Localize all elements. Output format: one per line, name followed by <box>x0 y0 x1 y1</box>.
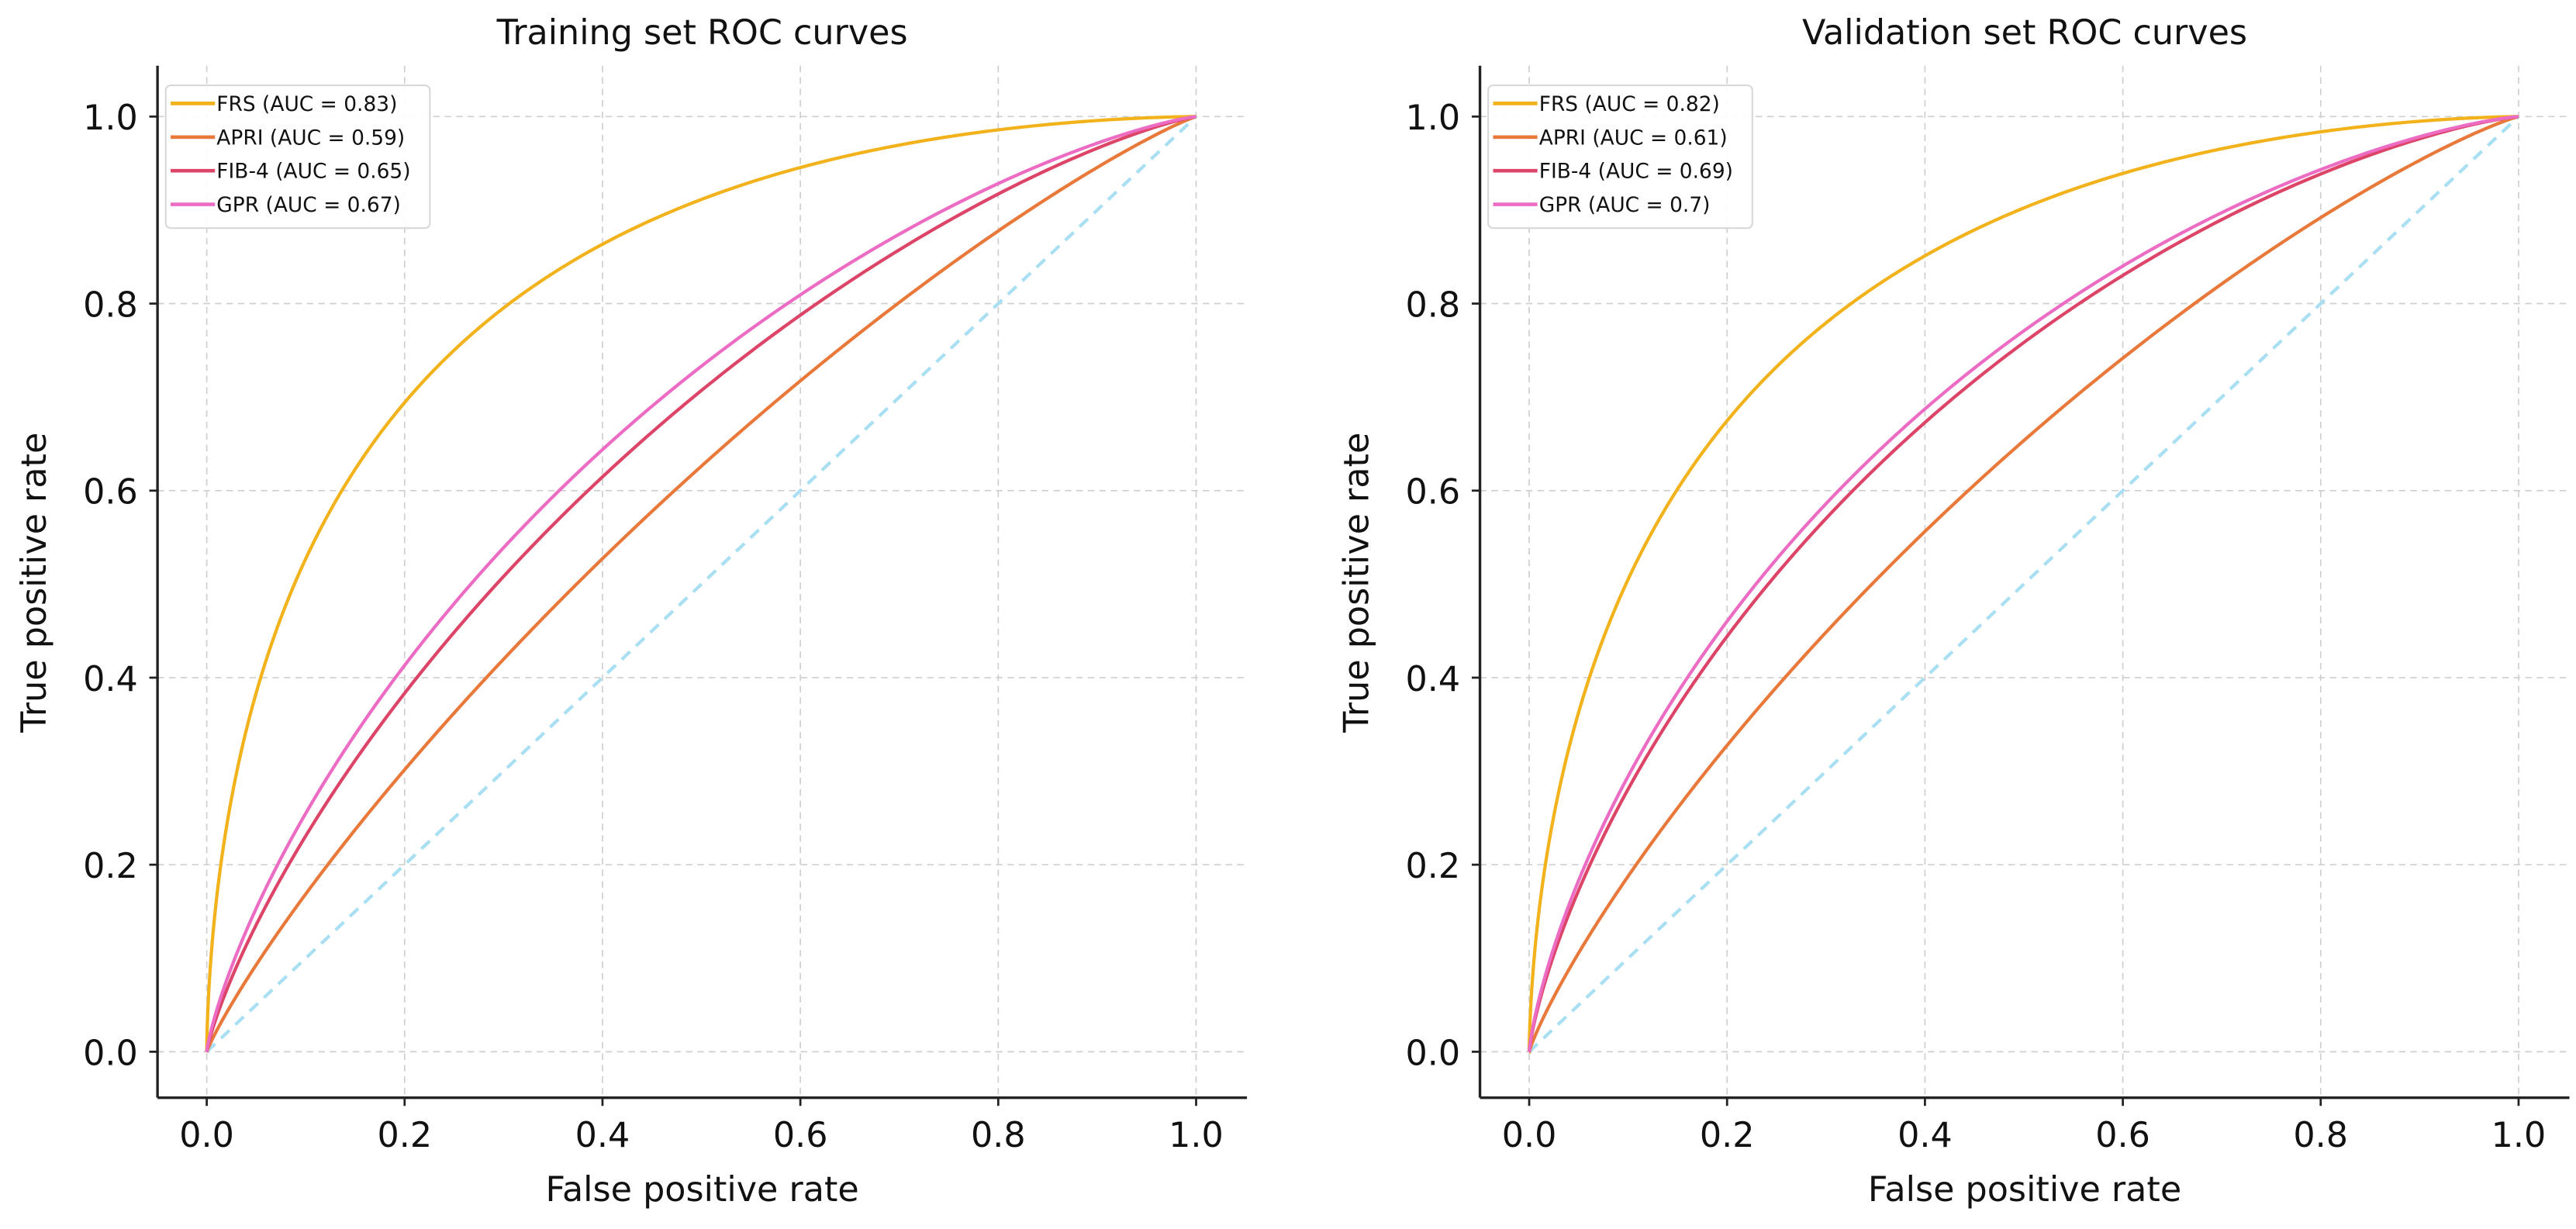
chance-diagonal-line <box>1528 115 2520 1053</box>
x-axis-label: False positive rate <box>545 1170 858 1210</box>
legend-entry: FRS (AUC = 0.83) <box>216 92 397 116</box>
legend: FRS (AUC = 0.83) APRI (AUC = 0.59) FIB-4 (… <box>164 85 431 230</box>
y-axis-label: True positive rate <box>1338 433 1377 734</box>
y-tick-label: 0.2 <box>1406 847 1461 886</box>
y-tick-label: 0.6 <box>1406 473 1461 513</box>
legend-entry: GPR (AUC = 0.7) <box>1539 193 1711 217</box>
legend-box <box>1487 85 1753 230</box>
roc-panel-validation: 0.0 0.2 0.4 0.6 0.8 1.0 0.0 0.2 0.4 0.6 0.8 1.0 Vali… <box>1338 13 2570 1210</box>
chart-title: Training set ROC curves <box>496 13 908 53</box>
x-tick-label: 0.0 <box>1502 1116 1557 1155</box>
y-tick-label: 1.0 <box>83 98 138 138</box>
roc-panel-training: 0.0 0.2 0.4 0.6 0.8 1.0 0.0 0.2 0.4 0.6 0.8 1.0 Trai… <box>15 13 1248 1210</box>
x-tick-label: 1.0 <box>2491 1116 2547 1155</box>
legend-entry: FIB-4 (AUC = 0.69) <box>1539 160 1733 184</box>
legend-entry: FRS (AUC = 0.82) <box>1539 92 1720 116</box>
y-tick-label: 0.2 <box>83 847 138 886</box>
legend-entry: APRI (AUC = 0.59) <box>216 126 405 150</box>
y-axis-label: True positive rate <box>15 433 54 734</box>
x-tick-label: 0.0 <box>179 1116 234 1155</box>
x-tick-label: 0.6 <box>2095 1116 2150 1155</box>
legend-entry: APRI (AUC = 0.61) <box>1539 126 1728 150</box>
x-tick-label: 0.8 <box>2293 1116 2348 1155</box>
legend-entry: GPR (AUC = 0.67) <box>216 193 401 217</box>
roc-curve-frs <box>205 115 1196 1052</box>
roc-curve-frs <box>1527 115 2519 1052</box>
roc-curve-apri <box>1527 115 2519 1054</box>
legend: FRS (AUC = 0.82) APRI (AUC = 0.61) FIB-4 (… <box>1487 85 1753 230</box>
x-tick-label: 0.6 <box>773 1116 828 1155</box>
roc-curve-gpr <box>205 115 1196 1052</box>
legend-box <box>164 85 431 230</box>
x-tick-label: 0.4 <box>1897 1116 1953 1155</box>
x-tick-label: 0.4 <box>575 1116 630 1155</box>
roc-curve-gpr <box>1527 115 2519 1052</box>
y-tick-label: 0.0 <box>1406 1034 1461 1073</box>
y-tick-label: 0.4 <box>1406 660 1461 699</box>
legend-entry: FIB-4 (AUC = 0.65) <box>216 160 410 184</box>
x-tick-label: 0.2 <box>1700 1116 1755 1155</box>
y-tick-label: 1.0 <box>1406 98 1461 138</box>
x-tick-label: 1.0 <box>1169 1116 1224 1155</box>
y-tick-label: 0.8 <box>83 285 138 325</box>
roc-curve-apri <box>205 115 1197 1053</box>
y-tick-label: 0.6 <box>83 473 138 513</box>
x-tick-label: 0.8 <box>971 1116 1026 1155</box>
x-axis-label: False positive rate <box>1868 1170 2181 1210</box>
y-tick-label: 0.4 <box>83 660 138 699</box>
y-tick-label: 0.0 <box>83 1034 138 1073</box>
y-tick-label: 0.8 <box>1406 285 1461 325</box>
chance-diagonal-line <box>205 115 1197 1053</box>
chart-title: Validation set ROC curves <box>1802 13 2247 53</box>
x-tick-label: 0.2 <box>377 1116 432 1155</box>
